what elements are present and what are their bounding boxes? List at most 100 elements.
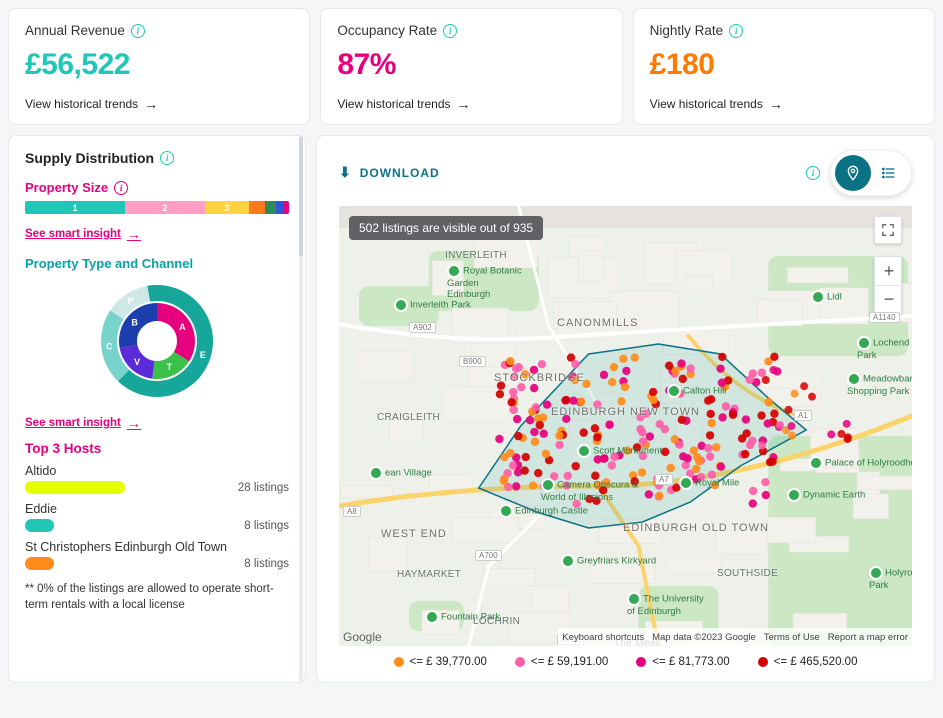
map-poi[interactable]: Edinburgh Castle: [499, 504, 588, 518]
list-icon: [881, 165, 897, 181]
svg-text:P: P: [128, 296, 134, 306]
keyboard-shortcuts-link[interactable]: Keyboard shortcuts: [562, 632, 644, 643]
download-button[interactable]: DOWNLOAD: [339, 165, 440, 182]
map-poi[interactable]: HolyroodPark: [869, 566, 912, 591]
host-row: Eddie8 listings: [25, 502, 289, 532]
size-segment[interactable]: 2: [125, 201, 204, 214]
map-poi[interactable]: Greyfriars Kirkyard: [561, 554, 656, 568]
zoom-in-button[interactable]: +: [875, 257, 903, 285]
kpi-title-text: Annual Revenue: [25, 23, 125, 38]
listings-badge: 502 listings are visible out of 935: [349, 216, 543, 240]
kpi-title: Occupancy Rate: [337, 23, 605, 38]
map-poi[interactable]: MeadowbankShopping Park: [847, 372, 912, 397]
size-segment[interactable]: [265, 201, 276, 214]
terms-link[interactable]: Terms of Use: [764, 632, 820, 643]
map-poi[interactable]: Palace of Holyroodhouse: [809, 456, 912, 470]
info-icon[interactable]: [160, 151, 174, 165]
legend-dot: [758, 657, 768, 667]
size-segment[interactable]: 3: [205, 201, 250, 214]
legend-label: <= £ 81,773.00: [652, 656, 729, 668]
link-text: See smart insight: [25, 417, 121, 429]
arrow-right-icon: [457, 96, 471, 112]
pin-icon: [845, 165, 861, 181]
smart-insight-link[interactable]: See smart insight: [25, 226, 141, 242]
host-bar: [25, 481, 125, 494]
map-poi[interactable]: Royal BotanicGardenEdinburgh: [447, 264, 522, 300]
host-name: Altido: [25, 464, 289, 478]
arrow-right-icon: [127, 226, 141, 242]
road-number: A1140: [869, 312, 900, 323]
top-hosts-heading: Top 3 Hosts: [25, 441, 289, 456]
fullscreen-button[interactable]: [874, 216, 902, 244]
trend-link[interactable]: View historical trends: [650, 96, 783, 112]
arrow-right-icon: [127, 415, 141, 431]
report-link[interactable]: Report a map error: [828, 632, 908, 643]
download-icon: [339, 165, 352, 182]
legend-label: <= £ 465,520.00: [774, 656, 858, 668]
list-view-button[interactable]: [871, 155, 907, 191]
map-poi[interactable]: ean Village: [369, 466, 432, 480]
info-icon[interactable]: [443, 24, 457, 38]
type-channel-heading: Property Type and Channel: [25, 256, 289, 271]
info-icon[interactable]: [729, 24, 743, 38]
road-number: A8: [343, 506, 361, 517]
map-footer: Keyboard shortcuts Map data ©2023 Google…: [558, 628, 912, 646]
link-text: See smart insight: [25, 228, 121, 240]
section-title: Supply Distribution: [25, 150, 289, 166]
scrollbar-thumb[interactable]: [299, 136, 303, 256]
trend-link-text: View historical trends: [650, 97, 763, 111]
map-poi[interactable]: The Universityof Edinburgh: [627, 592, 704, 617]
map-poi[interactable]: Scott Monument: [577, 444, 662, 458]
legend-item: <= £ 465,520.00: [758, 656, 858, 668]
map-view-button[interactable]: [835, 155, 871, 191]
kpi-title-text: Nightly Rate: [650, 23, 724, 38]
info-icon[interactable]: [806, 166, 820, 180]
size-segment[interactable]: [276, 201, 284, 214]
map-label: WEST END: [381, 528, 447, 540]
road-number: A7: [655, 474, 673, 485]
map-poi[interactable]: Dynamic Earth: [787, 488, 865, 502]
legend-dot: [394, 657, 404, 667]
map-poi[interactable]: Camera Obscura &World of Illusions: [541, 478, 638, 503]
trend-link-text: View historical trends: [25, 97, 138, 111]
map-legend: <= £ 39,770.00<= £ 59,191.00<= £ 81,773.…: [317, 646, 934, 668]
map-label: EDINBURGH NEW TOWN: [551, 406, 700, 418]
legend-label: <= £ 39,770.00: [410, 656, 487, 668]
svg-text:T: T: [167, 362, 173, 372]
download-label: DOWNLOAD: [360, 166, 440, 180]
kpi-card-occupancy: Occupancy Rate 87% View historical trend…: [320, 8, 622, 125]
road-number: A700: [475, 550, 502, 561]
svg-text:B: B: [131, 318, 138, 328]
road-number: A902: [409, 322, 436, 333]
map-label: CRAIGLEITH: [377, 412, 440, 423]
trend-link[interactable]: View historical trends: [25, 96, 158, 112]
fullscreen-icon: [881, 223, 895, 237]
kpi-row: Annual Revenue £56,522 View historical t…: [8, 8, 935, 125]
map-area[interactable]: 502 listings are visible out of 935 + − …: [339, 206, 912, 646]
trend-link[interactable]: View historical trends: [337, 96, 470, 112]
kpi-card-revenue: Annual Revenue £56,522 View historical t…: [8, 8, 310, 125]
google-logo: Google: [343, 630, 382, 644]
smart-insight-link[interactable]: See smart insight: [25, 415, 141, 431]
map-poi[interactable]: Inverleith Park: [394, 298, 471, 312]
scrollbar-track[interactable]: [299, 136, 303, 682]
size-segment[interactable]: 1: [25, 201, 125, 214]
kpi-value: £180: [650, 48, 918, 82]
host-name: St Christophers Edinburgh Old Town: [25, 540, 289, 554]
map-label: CANONMILLS: [557, 317, 639, 329]
hosts-list: Altido 28 listings Eddie8 listings St Chris…: [25, 464, 289, 570]
info-icon[interactable]: [114, 181, 128, 195]
host-count: 28 listings: [238, 482, 289, 494]
map-label: HAYMARKET: [397, 569, 461, 580]
map-poi[interactable]: Calton Hill: [667, 384, 726, 398]
map-poi[interactable]: Royal Mile: [679, 476, 739, 490]
zoom-out-button[interactable]: −: [875, 285, 903, 313]
size-segment[interactable]: [249, 201, 265, 214]
map-poi[interactable]: Fountain Park: [425, 610, 500, 624]
host-row: Altido 28 listings: [25, 464, 289, 494]
info-icon[interactable]: [131, 24, 145, 38]
size-segment[interactable]: [284, 201, 289, 214]
map-poi[interactable]: Lidl: [811, 290, 842, 304]
map-poi[interactable]: LochendPark: [857, 336, 909, 361]
zoom-controls: + −: [874, 256, 902, 314]
